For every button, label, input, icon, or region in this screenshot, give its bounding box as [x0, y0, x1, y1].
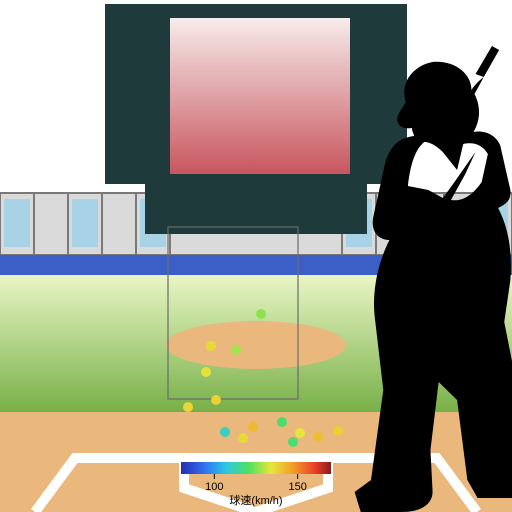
pitch-dot — [211, 395, 221, 405]
colorbar-tick-label: 100 — [205, 481, 223, 493]
scoreboard — [105, 4, 407, 234]
pitch-dot — [295, 428, 305, 438]
pitch-dot — [277, 417, 287, 427]
colorbar-tick-label: 150 — [288, 481, 306, 493]
pitch-dot — [220, 427, 230, 437]
pitch-dot — [248, 422, 258, 432]
pitch-dot — [238, 433, 248, 443]
pitch-dot — [288, 437, 298, 447]
pitch-dot — [206, 341, 216, 351]
colorbar-axis-label: 球速(km/h) — [229, 493, 282, 507]
pitch-dot — [231, 345, 241, 355]
pitch-dot — [256, 309, 266, 319]
scoreboard-screen — [170, 18, 350, 174]
pitch-dot — [201, 367, 211, 377]
pitch-dot — [333, 426, 343, 436]
pitchers-mound — [166, 321, 346, 369]
pitch-location-chart: 100 150 球速(km/h) — [0, 0, 512, 512]
pitch-dot — [313, 432, 323, 442]
pitch-dot — [183, 402, 193, 412]
